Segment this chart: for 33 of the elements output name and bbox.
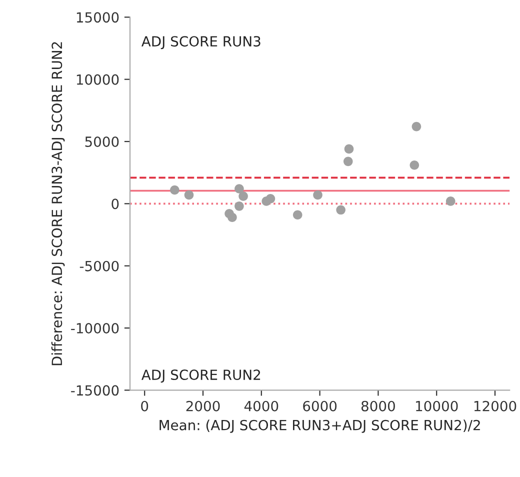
point — [228, 212, 237, 222]
x-tick-label: 10000 — [416, 400, 458, 412]
y-tick-label: -15000 — [71, 385, 119, 396]
point — [313, 190, 322, 200]
point — [336, 205, 346, 215]
point — [412, 122, 422, 132]
point — [292, 210, 302, 220]
x-tick-label: 8000 — [361, 400, 395, 412]
point — [170, 185, 180, 195]
y-tick-label: -5000 — [80, 260, 119, 272]
point — [234, 184, 244, 194]
x-tick-label: 12000 — [474, 400, 516, 412]
annotation: ADJ SCORE RUN3 — [141, 36, 260, 50]
x-tick-label: 0 — [141, 400, 148, 412]
y-tick-label: 15000 — [76, 12, 119, 23]
point — [410, 160, 420, 170]
point — [343, 156, 353, 166]
point — [446, 196, 456, 206]
x-tick-label: 2000 — [186, 400, 220, 412]
y-tick-label: 5000 — [85, 136, 119, 147]
y-tick-label: 0 — [112, 198, 119, 210]
x-axis-title: Mean: (ADJ SCORE RUN3+ADJ SCORE RUN2)/2 — [160, 420, 480, 433]
x-tick-label: 4000 — [244, 400, 278, 412]
point — [234, 202, 244, 211]
point — [238, 192, 248, 201]
point — [266, 194, 276, 204]
y-tick-label: -10000 — [71, 322, 119, 334]
x-tick-label: 6000 — [303, 400, 337, 412]
y-tick-label: 10000 — [76, 74, 119, 85]
annotation: ADJ SCORE RUN2 — [141, 370, 260, 383]
point — [344, 144, 354, 154]
y-axis-title: Difference: ADJ SCORE RUN3-ADJ SCORE RUN2 — [51, 42, 65, 366]
point — [184, 190, 194, 200]
